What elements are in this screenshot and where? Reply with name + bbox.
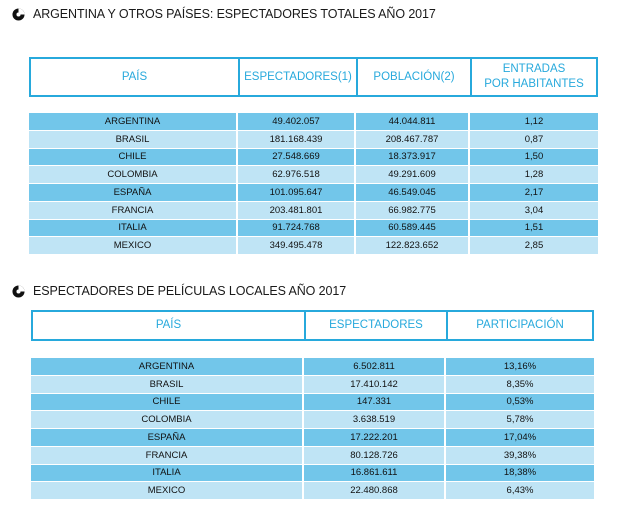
table-cell: 1,51 [470, 219, 598, 238]
table-cell: BRASIL [31, 375, 304, 394]
table-row: ARGENTINA 49.402.057 44.044.811 1,12 [29, 113, 598, 131]
table-cell: ARGENTINA [31, 358, 304, 376]
table-cell: ITALIA [29, 219, 238, 238]
table-cell: MEXICO [29, 237, 238, 255]
table-cell: 60.589.445 [356, 219, 470, 238]
header-espectadores: ESPECTADORES(1) [240, 59, 358, 95]
table-cell: 2,85 [470, 237, 598, 255]
table-cell: 0,87 [470, 130, 598, 149]
table-row: ESPAÑA 17.222.201 17,04% [31, 429, 594, 447]
table-cell: 6,43% [446, 482, 594, 500]
table-cell: 8,35% [446, 375, 594, 394]
table-cell: ESPAÑA [29, 184, 238, 202]
table-row: ESPAÑA 101.095.647 46.549.045 2,17 [29, 184, 598, 202]
header-espectadores: ESPECTADORES [306, 312, 448, 339]
table-cell: 349.495.478 [238, 237, 356, 255]
table-cell: 80.128.726 [304, 446, 446, 465]
header-pais: PAÍS [31, 59, 240, 95]
table-cell: 44.044.811 [356, 113, 470, 131]
table-row: ITALIA 16.861.611 18,38% [31, 464, 594, 483]
table-cell: 208.467.787 [356, 130, 470, 149]
table-cell: 49.291.609 [356, 166, 470, 184]
table-cell: MEXICO [31, 482, 304, 500]
table-cell: 18,38% [446, 464, 594, 483]
header-entradas-line2: POR HABITANTES [484, 78, 584, 90]
header-poblacion: POBLACIÓN(2) [358, 59, 472, 95]
table-row: ARGENTINA 6.502.811 13,16% [31, 358, 594, 376]
table-cell: 91.724.768 [238, 219, 356, 238]
table-row: MEXICO 349.495.478 122.823.652 2,85 [29, 237, 598, 255]
table-cell: 203.481.801 [238, 201, 356, 220]
table-cell: 101.095.647 [238, 184, 356, 202]
table-cell: BRASIL [29, 130, 238, 149]
table-row: BRASIL 17.410.142 8,35% [31, 375, 594, 394]
table-cell: 1,28 [470, 166, 598, 184]
table-cell: 13,16% [446, 358, 594, 376]
table-row: COLOMBIA 3.638.519 5,78% [31, 411, 594, 429]
table-cell: FRANCIA [31, 446, 304, 465]
table-cell: COLOMBIA [29, 166, 238, 184]
table-cell: 1,12 [470, 113, 598, 131]
table-cell: 17,04% [446, 429, 594, 447]
table-cell: 6.502.811 [304, 358, 446, 376]
pie-bullet-icon [12, 7, 25, 21]
pie-bullet-icon [12, 284, 25, 298]
table-header: PAÍS ESPECTADORES PARTICIPACIÓN [31, 310, 594, 341]
table-cell: ESPAÑA [31, 429, 304, 447]
table-cell: 5,78% [446, 411, 594, 429]
table-cell: ITALIA [31, 464, 304, 483]
table-cell: 62.976.518 [238, 166, 356, 184]
table-row: ITALIA 91.724.768 60.589.445 1,51 [29, 219, 598, 238]
table-cell: CHILE [29, 148, 238, 167]
table-cell: 66.982.775 [356, 201, 470, 220]
table-cell: COLOMBIA [31, 411, 304, 429]
table-cell: 0,53% [446, 393, 594, 412]
table-header: PAÍS ESPECTADORES(1) POBLACIÓN(2) ENTRAD… [29, 57, 598, 97]
header-pais: PAÍS [33, 312, 306, 339]
table-cell: 49.402.057 [238, 113, 356, 131]
table-body: ARGENTINA 6.502.811 13,16% BRASIL 17.410.142… [31, 358, 594, 500]
table-cell: 17.410.142 [304, 375, 446, 394]
table-cell: 22.480.868 [304, 482, 446, 500]
table-cell: 39,38% [446, 446, 594, 465]
table-cell: 18.373.917 [356, 148, 470, 167]
table-cell: 17.222.201 [304, 429, 446, 447]
section-title-local-films: ESPECTADORES DE PELÍCULAS LOCALES AÑO 20… [12, 284, 346, 298]
section-title-total-spectators: ARGENTINA Y OTROS PAÍSES: ESPECTADORES T… [12, 7, 436, 21]
header-entradas-line1: ENTRADAS [502, 63, 566, 75]
header-entradas: ENTRADAS POR HABITANTES [472, 59, 596, 95]
table-cell: ARGENTINA [29, 113, 238, 131]
table-cell: 3,04 [470, 201, 598, 220]
table-cell: CHILE [31, 393, 304, 412]
table-row: MEXICO 22.480.868 6,43% [31, 482, 594, 500]
table-cell: 147.331 [304, 393, 446, 412]
table-row: CHILE 147.331 0,53% [31, 393, 594, 412]
table-cell: 181.168.439 [238, 130, 356, 149]
table-cell: 2,17 [470, 184, 598, 202]
table-row: COLOMBIA 62.976.518 49.291.609 1,28 [29, 166, 598, 184]
table-cell: 27.548.669 [238, 148, 356, 167]
header-participacion: PARTICIPACIÓN [476, 319, 564, 331]
table-row: BRASIL 181.168.439 208.467.787 0,87 [29, 130, 598, 149]
table-row: FRANCIA 203.481.801 66.982.775 3,04 [29, 201, 598, 220]
table-body: ARGENTINA 49.402.057 44.044.811 1,12 BRASIL 1… [29, 113, 598, 255]
table-row: FRANCIA 80.128.726 39,38% [31, 446, 594, 465]
table-row: CHILE 27.548.669 18.373.917 1,50 [29, 148, 598, 167]
table-cell: 3.638.519 [304, 411, 446, 429]
section-title-text: ARGENTINA Y OTROS PAÍSES: ESPECTADORES T… [33, 7, 436, 21]
section-title-text: ESPECTADORES DE PELÍCULAS LOCALES AÑO 20… [33, 284, 347, 298]
table-cell: 122.823.652 [356, 237, 470, 255]
table-cell: FRANCIA [29, 201, 238, 220]
table-cell: 46.549.045 [356, 184, 470, 202]
table-cell: 1,50 [470, 148, 598, 167]
table-cell: 16.861.611 [304, 464, 446, 483]
